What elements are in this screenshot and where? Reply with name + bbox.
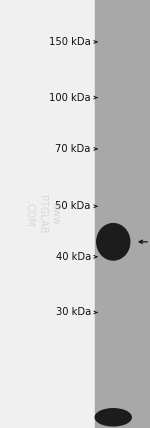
Text: 50 kDa: 50 kDa bbox=[55, 201, 91, 211]
Bar bbox=[95, 0, 150, 428]
Text: 150 kDa: 150 kDa bbox=[49, 37, 91, 47]
Text: www.
PTGLAB
.COM: www. PTGLAB .COM bbox=[24, 195, 60, 233]
Bar bbox=[0, 0, 95, 428]
Text: 70 kDa: 70 kDa bbox=[55, 144, 91, 154]
Ellipse shape bbox=[95, 409, 131, 426]
Text: 30 kDa: 30 kDa bbox=[56, 307, 91, 318]
Text: 100 kDa: 100 kDa bbox=[49, 92, 91, 103]
Text: 40 kDa: 40 kDa bbox=[56, 252, 91, 262]
Ellipse shape bbox=[97, 223, 130, 260]
